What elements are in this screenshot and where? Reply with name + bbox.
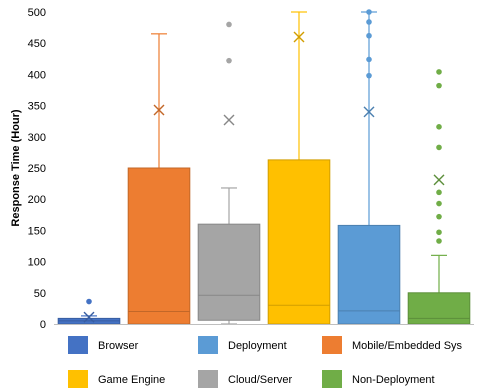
box-group-deployment	[337, 9, 401, 325]
box-group-mobile-embedded-sys	[127, 33, 191, 325]
outlier-point	[436, 213, 442, 220]
legend-item: Browser	[68, 336, 139, 354]
y-tick-label: 50	[34, 288, 46, 300]
legend-label: Mobile/Embedded Sys	[352, 340, 463, 352]
legend: Browser Deployment Mobile/Embedded Sys Game…	[68, 336, 463, 388]
mean-marker-stroke	[433, 174, 445, 186]
mean-marker-stroke	[363, 106, 375, 118]
legend-item: Game Engine	[68, 370, 165, 388]
y-tick-label: 100	[28, 257, 46, 269]
legend-item: Mobile/Embedded Sys	[322, 336, 463, 354]
outlier-point	[366, 56, 372, 63]
outlier-point	[226, 21, 232, 28]
box	[407, 292, 471, 325]
legend-label: Game Engine	[98, 374, 165, 386]
legend-swatch	[68, 370, 88, 388]
legend-label: Cloud/Server	[228, 374, 293, 386]
y-tick-label: 200	[28, 194, 46, 206]
box-group-cloud-server	[197, 21, 261, 325]
y-tick-label: 500	[28, 7, 46, 19]
y-tick-label: 0	[40, 319, 46, 331]
mean-marker-stroke	[153, 104, 165, 116]
outlier-point	[86, 298, 92, 305]
outlier-point	[366, 72, 372, 79]
y-tick-label: 450	[28, 38, 46, 50]
legend-item: Non-Deployment	[322, 370, 435, 388]
outlier-point	[366, 9, 372, 15]
outlier-point	[366, 32, 372, 39]
y-tick-label: 250	[28, 163, 46, 175]
outlier-point	[436, 124, 442, 130]
y-tick-label: 350	[28, 101, 46, 113]
legend-swatch	[322, 370, 342, 388]
outlier-point	[436, 82, 442, 89]
outlier-point	[436, 189, 442, 196]
outlier-point	[436, 238, 442, 244]
legend-label: Browser	[98, 340, 139, 352]
box	[127, 167, 191, 325]
outlier-point	[436, 69, 442, 75]
legend-swatch	[322, 336, 342, 354]
box	[337, 224, 401, 325]
legend-label: Non-Deployment	[352, 374, 435, 386]
y-tick-label: 400	[28, 69, 46, 81]
box	[267, 159, 331, 325]
outlier-point	[436, 200, 442, 207]
outlier-point	[436, 229, 442, 236]
legend-swatch	[198, 336, 218, 354]
legend-item: Deployment	[198, 336, 287, 354]
legend-item: Cloud/Server	[198, 370, 293, 388]
y-axis-title: Response Time (Hour)	[10, 109, 22, 226]
y-axis: 0 50 100 150 200 250 300 350 400 450 500	[28, 7, 46, 331]
mean-marker-stroke	[293, 31, 305, 43]
plot-area	[57, 9, 471, 325]
box-group-browser	[57, 298, 121, 325]
legend-label: Deployment	[228, 340, 287, 352]
box-group-game-engine	[267, 11, 331, 325]
y-tick-label: 150	[28, 225, 46, 237]
outlier-point	[366, 19, 372, 25]
y-tick-label: 300	[28, 132, 46, 144]
mean-marker-stroke	[223, 114, 235, 126]
outlier-point	[436, 144, 442, 151]
legend-swatch	[68, 336, 88, 354]
legend-swatch	[198, 370, 218, 388]
outlier-point	[226, 57, 232, 64]
box	[197, 223, 261, 321]
box-group-non-deployment	[407, 69, 471, 325]
mean-marker-stroke	[83, 311, 95, 323]
